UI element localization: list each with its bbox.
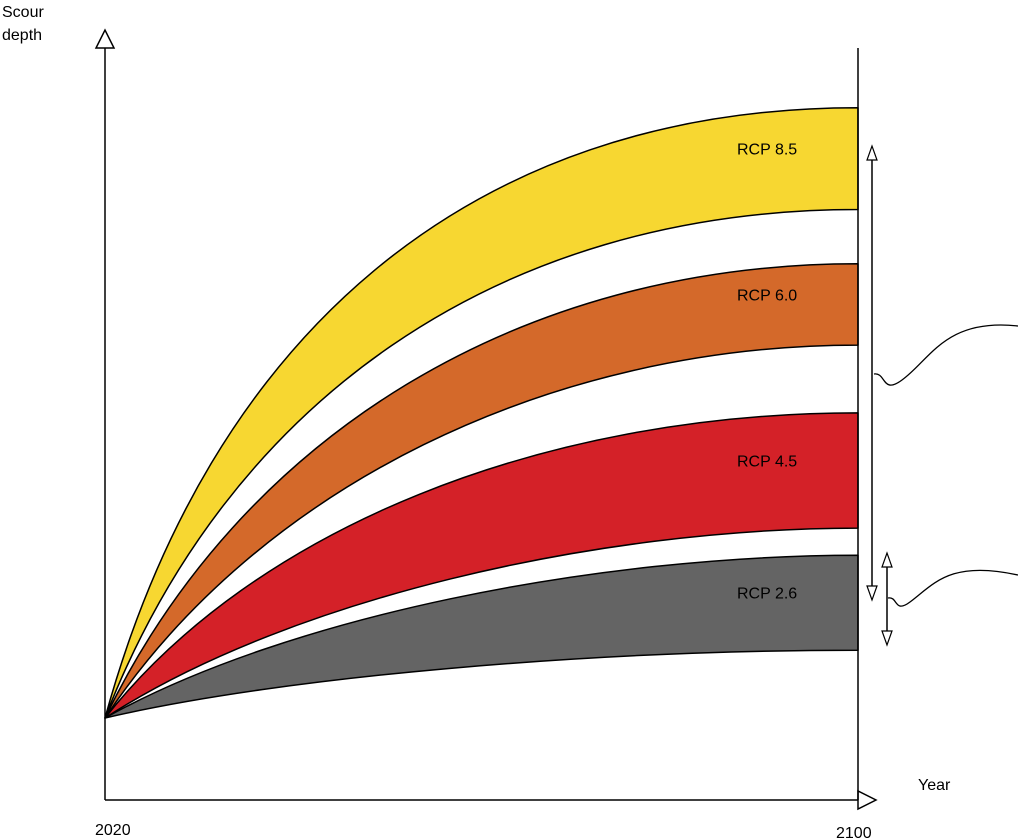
range-arrow-head-down-icon xyxy=(881,630,893,647)
x-axis-label: Year xyxy=(918,777,951,794)
range-arrow-head-up-icon xyxy=(866,144,878,161)
band-label-rcp-4-5: RCP 4.5 xyxy=(737,454,797,471)
axes xyxy=(94,28,878,811)
brace-curve-small xyxy=(887,569,1018,607)
band-layer xyxy=(104,107,859,719)
y-axis-label-line-1: Scour xyxy=(2,4,44,21)
x-tick-label-start: 2020 xyxy=(95,822,131,838)
y-axis-arrow-icon xyxy=(94,28,116,49)
range-arrow-head-up-icon xyxy=(881,551,893,568)
brace-curve-large xyxy=(873,324,1018,386)
y-axis-label-line-2: depth xyxy=(2,27,42,44)
x-tick-label-end: 2100 xyxy=(836,825,872,838)
axis-text: Scour depth Year 2020 2100 xyxy=(2,4,951,838)
range-arrow-head-down-icon xyxy=(866,585,878,602)
band-label-rcp-6-0: RCP 6.0 xyxy=(737,287,797,304)
band-label-rcp-2-6: RCP 2.6 xyxy=(737,586,797,603)
band-label-rcp-8-5: RCP 8.5 xyxy=(737,142,797,159)
range-indicators xyxy=(866,144,1018,647)
x-axis-arrow-icon xyxy=(857,789,878,811)
band-labels: RCP 8.5 RCP 6.0 RCP 4.5 RCP 2.6 xyxy=(737,142,797,603)
